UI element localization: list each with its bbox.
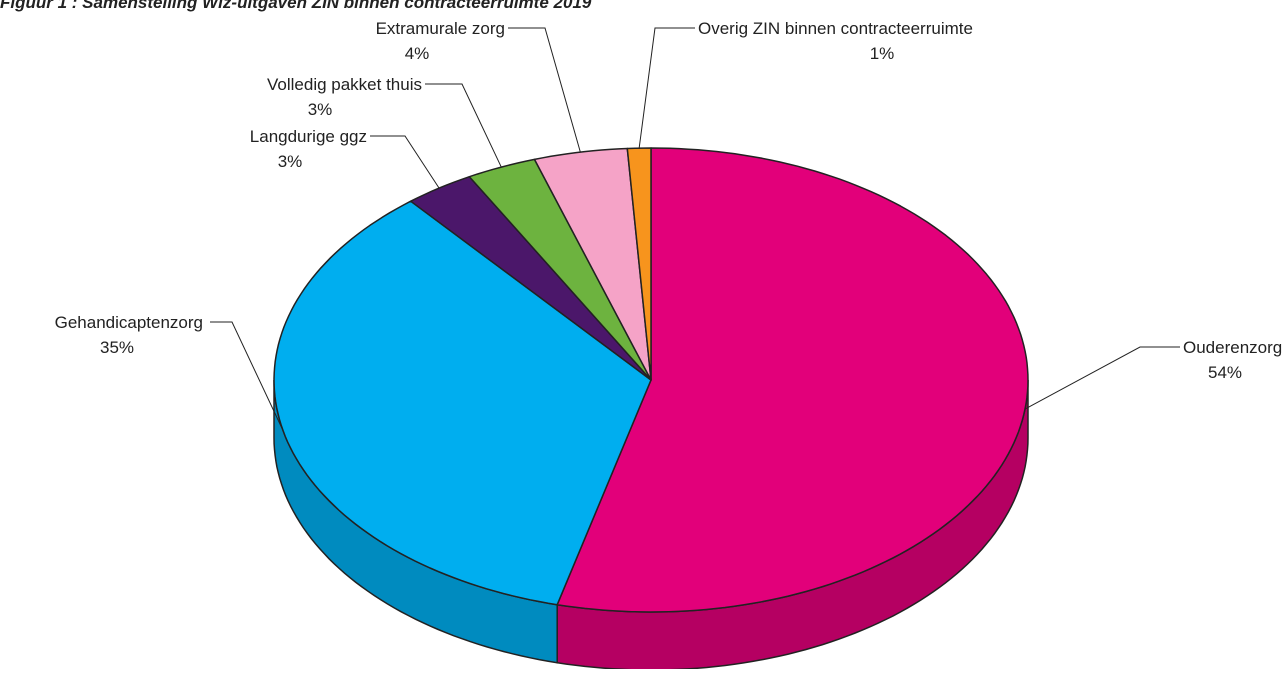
slice-label: Langdurige ggz	[250, 127, 367, 146]
leader-line	[370, 135, 440, 189]
leader-line	[1024, 346, 1180, 410]
slice-percent: 3%	[278, 152, 303, 171]
slice-percent: 4%	[405, 44, 430, 63]
leader-line	[425, 83, 502, 168]
slice-label: Extramurale zorg	[376, 19, 505, 38]
slice-label: Volledig pakket thuis	[267, 75, 422, 94]
slice	[556, 147, 1029, 613]
leader-line	[508, 27, 581, 153]
slice-label: Ouderenzorg	[1183, 338, 1282, 357]
chart-title: Figuur 1 : Samenstelling Wlz-uitgaven ZI…	[0, 0, 592, 12]
slice	[468, 158, 652, 381]
leader-line	[210, 321, 284, 431]
slice-percent: 1%	[870, 44, 895, 63]
leader-line	[638, 27, 695, 149]
slice	[273, 200, 652, 606]
slice-percent: 35%	[100, 338, 134, 357]
slice-label: Gehandicaptenzorg	[55, 313, 203, 332]
slice-percent: 54%	[1208, 363, 1242, 382]
slice-label: Overig ZIN binnen contracteerruimte	[698, 19, 973, 38]
slice-percent: 3%	[308, 100, 333, 119]
slice	[626, 147, 652, 381]
